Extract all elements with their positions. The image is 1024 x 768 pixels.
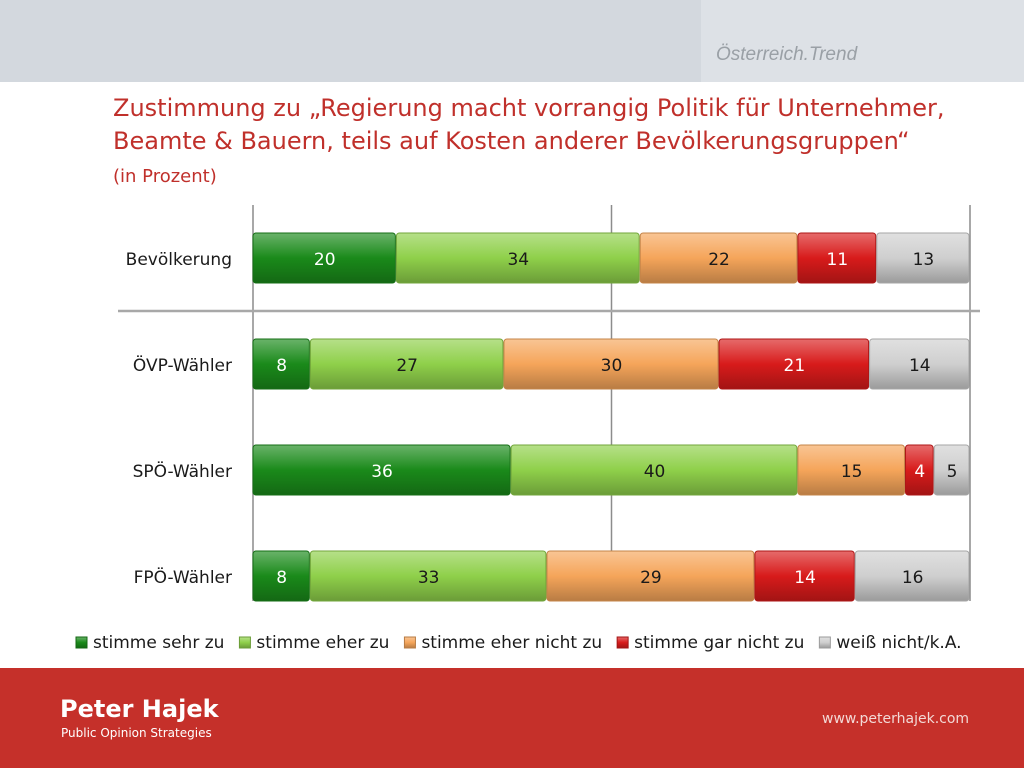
data-label-oevp-waehler-stimme-eher-nicht-zu: 30	[601, 356, 623, 376]
category-label-fpoe-waehler: FPÖ-Wähler	[134, 566, 232, 588]
chart-subtitle: (in Prozent)	[113, 166, 217, 187]
data-label-fpoe-waehler-stimme-gar-nicht-zu: 14	[794, 568, 816, 588]
data-label-fpoe-waehler-stimme-sehr-zu: 8	[276, 568, 287, 588]
legend-swatch-weiss-nicht-k-a	[818, 636, 831, 649]
data-label-bevoelkerung-weiss-nicht-k-a: 13	[913, 250, 935, 270]
bar-spoe-waehler-stimme-eher-zu	[510, 444, 798, 496]
legend-swatch-stimme-eher-zu	[238, 636, 251, 649]
data-label-bevoelkerung-stimme-eher-nicht-zu: 22	[708, 250, 730, 270]
legend-label-stimme-eher-nicht-zu: stimme eher nicht zu	[421, 633, 602, 653]
header-tab	[701, 0, 1024, 82]
brand-label: Österreich.Trend	[716, 44, 858, 65]
data-label-oevp-waehler-stimme-sehr-zu: 8	[276, 356, 287, 376]
data-label-oevp-waehler-stimme-gar-nicht-zu: 21	[784, 356, 806, 376]
legend-swatch-stimme-gar-nicht-zu	[616, 636, 629, 649]
bar-bevoelkerung-stimme-sehr-zu	[252, 232, 396, 284]
bar-fpoe-waehler-stimme-sehr-zu	[252, 550, 310, 602]
bar-spoe-waehler-stimme-sehr-zu	[252, 444, 511, 496]
footer-tagline: Public Opinion Strategies	[61, 726, 212, 740]
data-label-oevp-waehler-weiss-nicht-k-a: 14	[909, 356, 931, 376]
data-label-spoe-waehler-stimme-gar-nicht-zu: 4	[914, 462, 925, 482]
bar-oevp-waehler-stimme-eher-nicht-zu	[503, 338, 719, 390]
bar-bevoelkerung-stimme-eher-nicht-zu	[639, 232, 798, 284]
footer-bar: Peter Hajek Public Opinion Strategies ww…	[0, 668, 1024, 768]
data-label-bevoelkerung-stimme-eher-zu: 34	[507, 250, 529, 270]
bar-oevp-waehler-weiss-nicht-k-a	[869, 338, 970, 390]
data-label-fpoe-waehler-stimme-eher-nicht-zu: 29	[640, 568, 662, 588]
data-label-fpoe-waehler-stimme-eher-zu: 33	[418, 568, 440, 588]
legend-swatch-stimme-eher-nicht-zu	[403, 636, 416, 649]
footer-company-name: Peter Hajek	[60, 695, 219, 723]
stacked-bar-chart: Bevölkerung ÖVP-Wähler SPÖ-Wähler FPÖ-Wähle…	[75, 205, 980, 653]
bar-oevp-waehler-stimme-sehr-zu	[252, 338, 310, 390]
footer-website-link[interactable]: www.peterhajek.com	[822, 711, 970, 727]
legend-label-weiss-nicht-k-a: weiß nicht/k.A.	[836, 633, 961, 653]
data-label-spoe-waehler-stimme-eher-nicht-zu: 15	[841, 462, 863, 482]
bar-oevp-waehler-stimme-gar-nicht-zu	[718, 338, 870, 390]
data-label-spoe-waehler-weiss-nicht-k-a: 5	[947, 462, 958, 482]
bar-spoe-waehler-stimme-gar-nicht-zu	[904, 444, 934, 496]
legend-label-stimme-sehr-zu: stimme sehr zu	[93, 633, 224, 653]
category-label-bevoelkerung: Bevölkerung	[126, 250, 232, 270]
data-label-oevp-waehler-stimme-eher-zu: 27	[396, 356, 418, 376]
bar-fpoe-waehler-weiss-nicht-k-a	[854, 550, 970, 602]
bar-spoe-waehler-weiss-nicht-k-a	[933, 444, 970, 496]
bar-oevp-waehler-stimme-eher-zu	[309, 338, 504, 390]
bar-fpoe-waehler-stimme-eher-nicht-zu	[546, 550, 755, 602]
legend-swatch-stimme-sehr-zu	[75, 636, 88, 649]
bar-fpoe-waehler-stimme-gar-nicht-zu	[754, 550, 855, 602]
category-label-spoe-waehler: SPÖ-Wähler	[133, 460, 232, 482]
bar-bevoelkerung-stimme-gar-nicht-zu	[797, 232, 877, 284]
bar-bevoelkerung-weiss-nicht-k-a	[876, 232, 970, 284]
data-label-fpoe-waehler-weiss-nicht-k-a: 16	[902, 568, 924, 588]
data-label-spoe-waehler-stimme-eher-zu: 40	[644, 462, 666, 482]
bar-spoe-waehler-stimme-eher-nicht-zu	[797, 444, 905, 496]
bar-bevoelkerung-stimme-eher-zu	[395, 232, 640, 284]
legend-label-stimme-gar-nicht-zu: stimme gar nicht zu	[634, 633, 804, 653]
data-label-bevoelkerung-stimme-sehr-zu: 20	[314, 250, 336, 270]
data-label-bevoelkerung-stimme-gar-nicht-zu: 11	[827, 250, 849, 270]
category-label-oevp-waehler: ÖVP-Wähler	[133, 354, 232, 376]
legend-label-stimme-eher-zu: stimme eher zu	[256, 633, 389, 653]
bar-fpoe-waehler-stimme-eher-zu	[309, 550, 547, 602]
data-label-spoe-waehler-stimme-sehr-zu: 36	[371, 462, 393, 482]
chart-title: Zustimmung zu „Regierung macht vorrangig…	[113, 94, 945, 155]
